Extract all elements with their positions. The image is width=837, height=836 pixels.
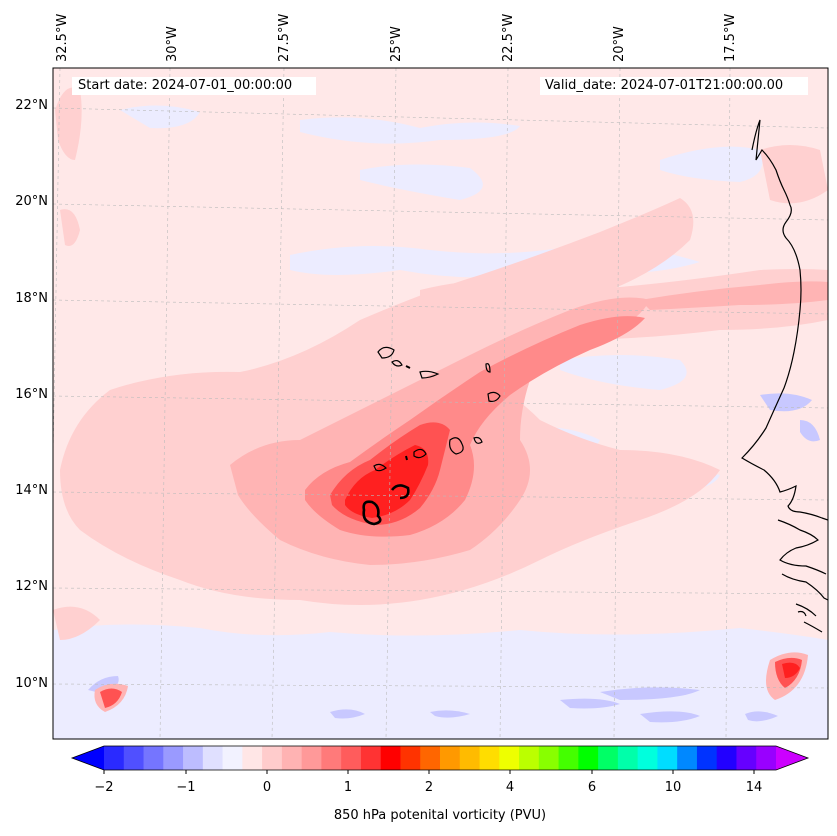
colorbar-segment <box>459 746 481 770</box>
land-outline-icon <box>373 346 501 472</box>
colorbar-segment <box>499 746 520 770</box>
colorbar-segment <box>222 746 243 770</box>
colorbar-segment <box>281 746 303 770</box>
lon-label: 17.5°W <box>723 13 738 62</box>
colorbar-segment <box>756 746 777 770</box>
africa-coastline-south <box>777 519 828 633</box>
colorbar-tick-label: −2 <box>94 780 114 795</box>
colorbar-segment <box>341 746 362 770</box>
colorbar-segment <box>104 746 125 770</box>
map-frame <box>52 67 829 740</box>
colorbar-segment <box>538 746 560 770</box>
lat-label: 12°N <box>15 579 48 594</box>
colorbar-segment <box>400 746 421 770</box>
graticule <box>53 68 828 739</box>
island-thick-outlines <box>362 484 410 526</box>
lat-label: 14°N <box>15 483 48 498</box>
colorbar-extend-max <box>776 746 808 770</box>
lon-label: 27.5°W <box>277 13 292 62</box>
colorbar-segment <box>123 746 145 770</box>
lon-label: 32.5°W <box>55 13 70 62</box>
colorbar-segment <box>163 746 184 770</box>
colorbar-segment <box>558 746 579 770</box>
colorbar-segment <box>242 746 263 770</box>
colorbar-segment <box>440 746 461 770</box>
colorbar-segment <box>380 746 401 770</box>
colorbar-segment <box>479 746 500 770</box>
colorbar-title: 850 hPa potenital vorticity (PVU) <box>333 808 547 823</box>
lon-label: 25°W <box>389 26 404 62</box>
colorbar-tick-label: 6 <box>587 780 597 795</box>
africa-coastline <box>741 119 828 521</box>
colorbar-tick-label: 0 <box>262 780 272 795</box>
colorbar-tick-label: 10 <box>664 780 682 795</box>
colorbar-segment <box>657 746 678 770</box>
pv-level-5 <box>345 445 800 678</box>
colorbar-segment <box>637 746 658 770</box>
colorbar-tick-label: 2 <box>424 780 434 795</box>
info-box-left <box>72 77 316 95</box>
colorbar-extend-min <box>72 746 104 770</box>
lat-label: 10°N <box>15 676 48 691</box>
colorbar-segment <box>578 746 599 770</box>
colorbar-tick-label: 1 <box>343 780 353 795</box>
valid-date-label: Valid_date: 2024-07-01T21:00:00.00 <box>545 78 784 93</box>
lon-label: 20°W <box>612 26 627 62</box>
colorbar-segment <box>677 746 698 770</box>
lat-label: 20°N <box>15 194 48 209</box>
colorbar-segment <box>617 746 639 770</box>
start-date-label: Start date: 2024-07-01_00:00:00 <box>78 78 293 93</box>
colorbar-segment <box>183 746 204 770</box>
lon-label: 30°W <box>165 26 180 62</box>
colorbar-segment <box>202 746 224 770</box>
lon-label: 22.5°W <box>501 13 516 62</box>
lat-label: 22°N <box>15 98 48 113</box>
colorbar-segment <box>696 746 718 770</box>
colorbar-tick-label: 14 <box>745 780 763 795</box>
colorbar-segment <box>360 746 382 770</box>
colorbar-segment <box>143 746 164 770</box>
colorbar-segment <box>519 746 540 770</box>
colorbar-segment <box>716 746 737 770</box>
info-box-right <box>540 77 808 95</box>
colorbar-segment <box>321 746 342 770</box>
colorbar-segment <box>301 746 322 770</box>
colorbar-segment <box>736 746 757 770</box>
colorbar-segment <box>598 746 619 770</box>
colorbar <box>70 745 810 774</box>
lat-label: 16°N <box>15 387 48 402</box>
colorbar-tick-label: −1 <box>176 780 196 795</box>
lat-label: 18°N <box>15 291 48 306</box>
colorbar-segment <box>262 746 283 770</box>
colorbar-segment <box>420 746 441 770</box>
colorbar-tick-label: 4 <box>505 780 515 795</box>
